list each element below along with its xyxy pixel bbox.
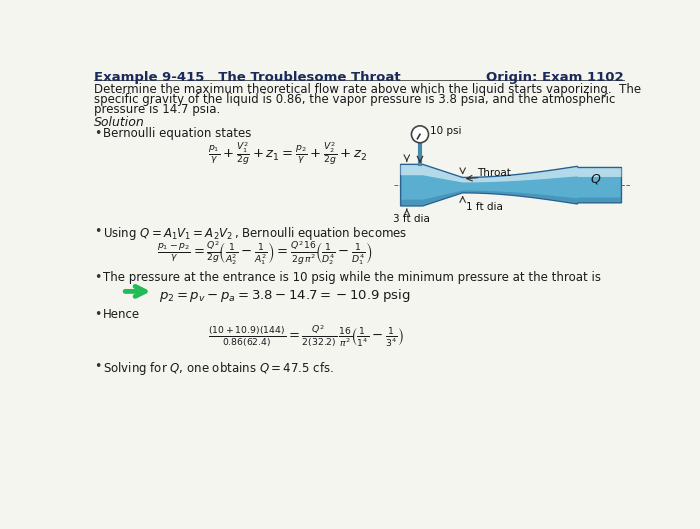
Text: Hence: Hence bbox=[103, 308, 140, 321]
Text: Determine the maximum theoretical flow rate above which the liquid starts vapori: Determine the maximum theoretical flow r… bbox=[94, 83, 640, 96]
Text: Solving for $Q$, one obtains $Q = 47.5$ cfs.: Solving for $Q$, one obtains $Q = 47.5$ … bbox=[103, 360, 334, 377]
Text: 3 ft dia: 3 ft dia bbox=[393, 214, 430, 224]
Text: specific gravity of the liquid is 0.86, the vapor pressure is 3.8 psia, and the : specific gravity of the liquid is 0.86, … bbox=[94, 93, 615, 106]
Text: •: • bbox=[94, 360, 101, 373]
Text: Example 9-415   The Troublesome Throat: Example 9-415 The Troublesome Throat bbox=[94, 71, 400, 84]
Text: Throat: Throat bbox=[477, 168, 510, 178]
Text: Using $Q = A_1V_1 = A_2V_2\,$, Bernoulli equation becomes: Using $Q = A_1V_1 = A_2V_2\,$, Bernoulli… bbox=[103, 225, 407, 242]
Text: pressure is 14.7 psia.: pressure is 14.7 psia. bbox=[94, 103, 220, 116]
Text: 1 ft dia: 1 ft dia bbox=[466, 202, 503, 212]
Text: Origin: Exam 1102: Origin: Exam 1102 bbox=[486, 71, 624, 84]
FancyArrowPatch shape bbox=[125, 286, 145, 296]
Text: 10 psi: 10 psi bbox=[430, 126, 461, 136]
Polygon shape bbox=[400, 190, 622, 205]
Text: $Q$: $Q$ bbox=[591, 172, 602, 186]
Text: $\frac{p_1 - p_2}{\gamma} = \frac{Q^2}{2g}\!\left(\frac{1}{A_2^2} - \frac{1}{A_1: $\frac{p_1 - p_2}{\gamma} = \frac{Q^2}{2… bbox=[158, 239, 373, 267]
Text: Bernoulli equation states: Bernoulli equation states bbox=[103, 126, 251, 140]
Polygon shape bbox=[400, 165, 622, 206]
Text: •: • bbox=[94, 126, 101, 140]
Text: $\frac{p_1}{\gamma} + \frac{V_1^2}{2g} + z_1 = \frac{p_2}{\gamma} + \frac{V_2^2}: $\frac{p_1}{\gamma} + \frac{V_1^2}{2g} +… bbox=[208, 141, 367, 167]
Circle shape bbox=[412, 126, 428, 143]
Text: •: • bbox=[94, 308, 101, 321]
Text: Solution: Solution bbox=[94, 116, 144, 129]
Text: •: • bbox=[94, 271, 101, 285]
Text: •: • bbox=[94, 225, 101, 238]
Polygon shape bbox=[400, 165, 622, 183]
Text: The pressure at the entrance is 10 psig while the minimum pressure at the throat: The pressure at the entrance is 10 psig … bbox=[103, 271, 601, 285]
Text: $p_2 = p_v - p_a = 3.8 - 14.7 = -10.9\;$psig: $p_2 = p_v - p_a = 3.8 - 14.7 = -10.9\;$… bbox=[159, 287, 410, 304]
Text: $\frac{(10+10.9)(144)}{0.86(62.4)} = \frac{Q^2}{2(32.2)}\,\frac{16}{\pi^2}\!\lef: $\frac{(10+10.9)(144)}{0.86(62.4)} = \fr… bbox=[208, 324, 403, 349]
